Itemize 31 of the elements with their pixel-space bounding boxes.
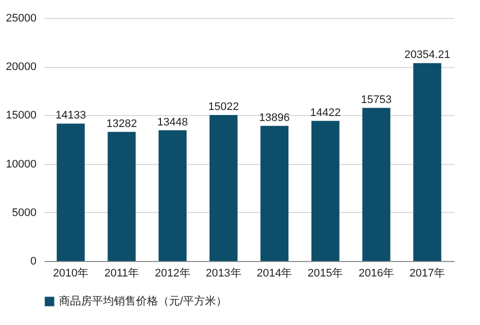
- bar: [158, 130, 187, 261]
- bar: [413, 63, 442, 261]
- y-tick-label: 25000: [6, 12, 36, 24]
- x-tick-label: 2015年: [308, 268, 344, 280]
- data-label: 13282: [106, 118, 137, 130]
- y-tick-label: 20000: [6, 61, 36, 74]
- x-tick-label: 2012年: [154, 268, 190, 280]
- x-tick-label: 2014年: [256, 268, 292, 280]
- data-label: 14422: [310, 106, 341, 119]
- data-label: 13896: [259, 112, 290, 124]
- bar: [311, 120, 340, 261]
- data-label: 15022: [208, 100, 239, 113]
- bar: [362, 108, 390, 261]
- legend-label: 商品房平均销售价格（元/平方米）: [59, 294, 228, 308]
- y-tick-label: 15000: [6, 110, 36, 122]
- x-tick-label: 2010年: [52, 268, 88, 280]
- data-label: 15753: [361, 94, 392, 106]
- bar: [108, 132, 136, 261]
- data-label: 20354.21: [404, 49, 450, 62]
- data-label: 14133: [55, 110, 86, 122]
- x-tick-label: 2013年: [206, 268, 242, 280]
- bar: [260, 126, 288, 261]
- y-tick-label: 0: [30, 256, 36, 268]
- y-tick-label: 10000: [6, 158, 36, 170]
- data-label: 13448: [157, 116, 188, 128]
- bar: [56, 124, 85, 261]
- x-tick-label: 2016年: [358, 268, 394, 280]
- y-tick-label: 5000: [12, 206, 36, 219]
- x-tick-label: 2017年: [410, 268, 446, 280]
- bar: [210, 114, 238, 261]
- x-tick-label: 2011年: [104, 268, 139, 280]
